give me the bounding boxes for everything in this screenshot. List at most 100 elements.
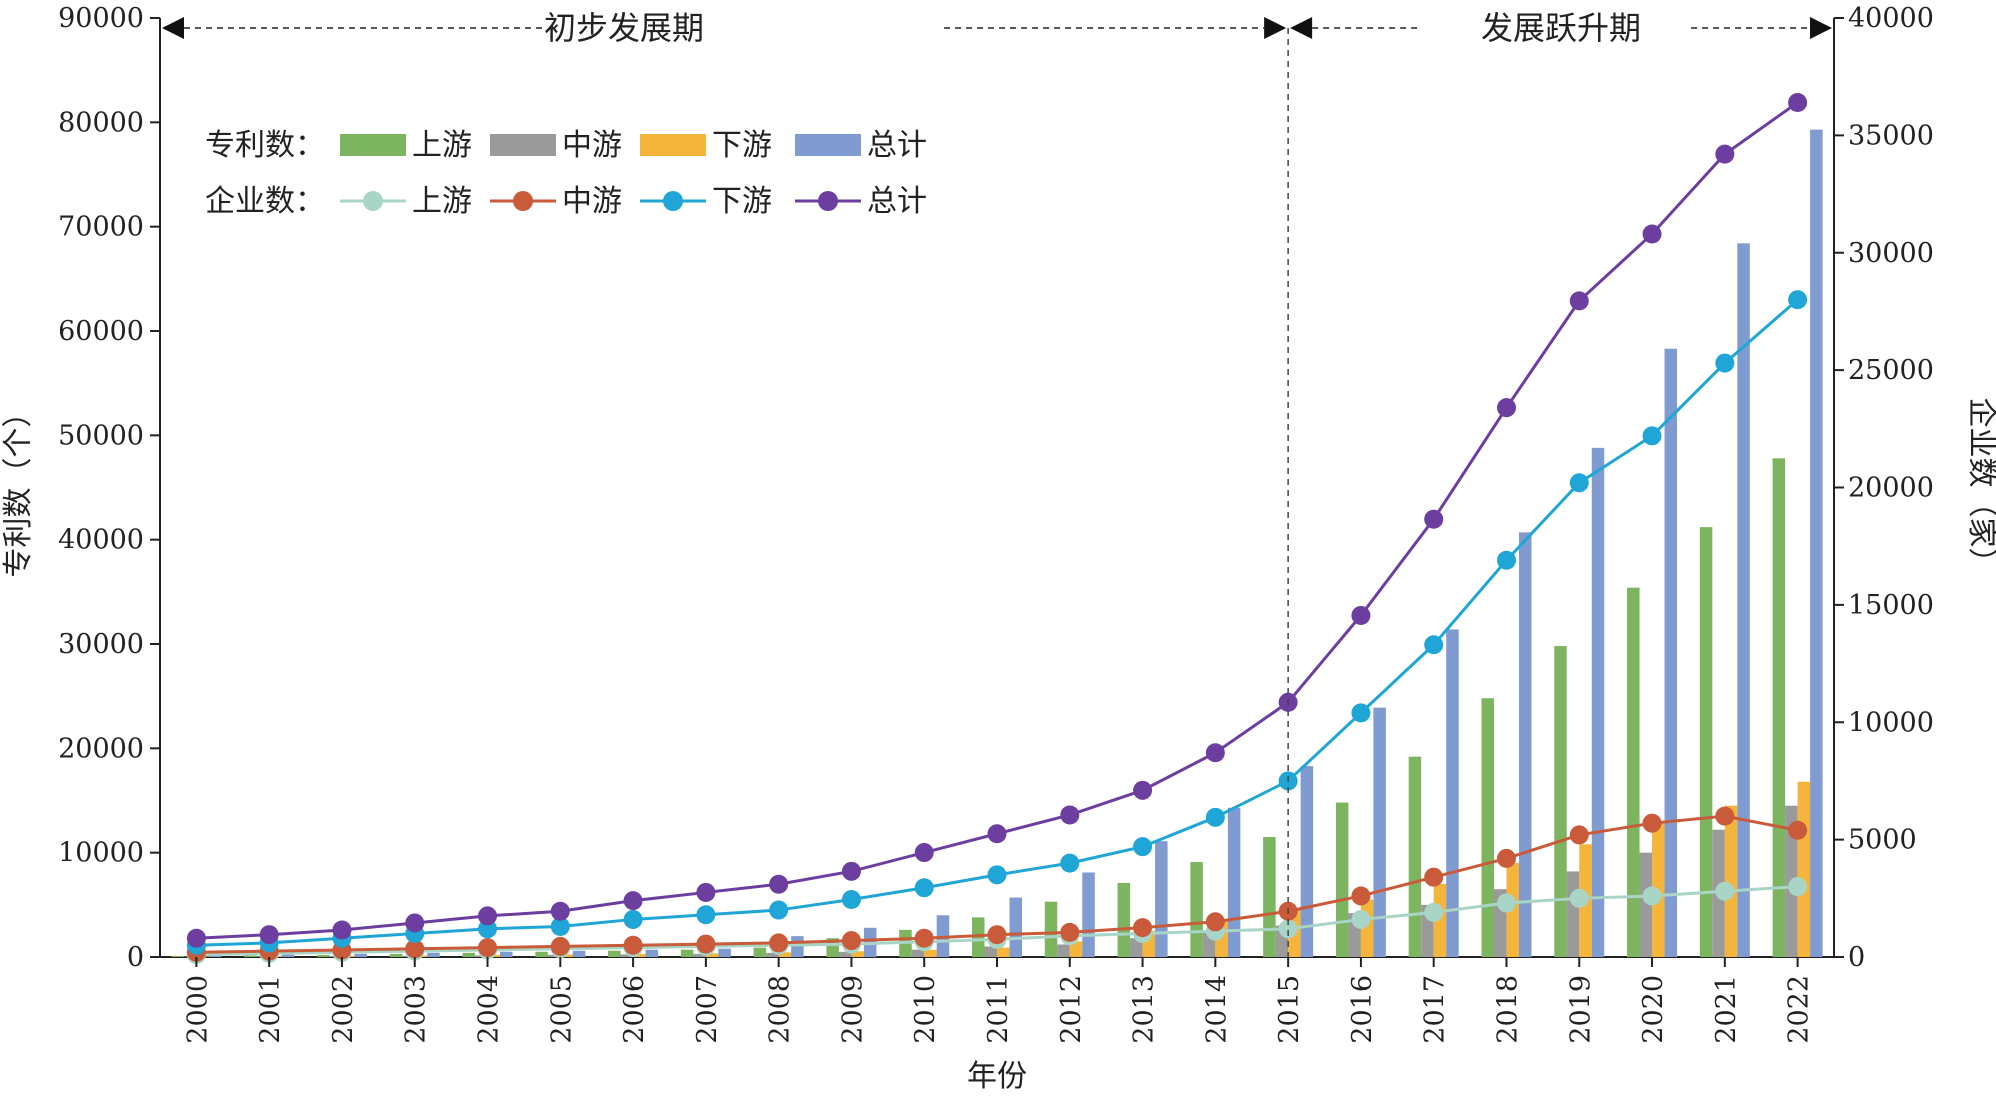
legend-label-line-中游: 中游 <box>562 184 622 219</box>
point-总计-2001 <box>259 925 279 945</box>
bar-上游-2008 <box>753 947 767 957</box>
point-下游-2017 <box>1424 635 1444 655</box>
x-tick-label: 2000 <box>182 975 213 1044</box>
bar-下游-2006 <box>633 953 646 957</box>
arrow-right-icon <box>1810 17 1832 39</box>
bar-上游-2004 <box>462 952 476 957</box>
point-上游-2015 <box>1278 919 1298 939</box>
bar-总计-2004 <box>500 951 513 957</box>
point-下游-2020 <box>1642 426 1662 446</box>
bar-下游-2021 <box>1724 805 1738 957</box>
bar-中游-2008 <box>766 952 779 957</box>
x-tick-label: 2013 <box>1129 975 1160 1044</box>
period-2-label: 发展跃升期 <box>1481 9 1641 47</box>
bar-总计-2020 <box>1664 348 1678 957</box>
left-tick-label: 60000 <box>58 316 144 347</box>
right-tick-label: 30000 <box>1848 238 1934 269</box>
legend-swatch-bar-中游 <box>490 134 556 156</box>
bar-总计-2003 <box>427 952 440 957</box>
legend-label-bar-总计: 总计 <box>867 128 927 163</box>
bar-上游-2020 <box>1627 587 1640 957</box>
x-tick-label: 2020 <box>1638 975 1669 1044</box>
bar-上游-2019 <box>1554 646 1567 957</box>
legend-label-bar-中游: 中游 <box>562 128 622 163</box>
point-总计-2003 <box>405 913 425 933</box>
legend-bar-group-label: 专利数： <box>205 128 325 163</box>
x-tick-label: 2002 <box>328 975 359 1044</box>
point-中游-2016 <box>1351 886 1371 906</box>
bar-总计-2007 <box>718 948 731 957</box>
legend-label-line-下游: 下游 <box>712 184 772 219</box>
point-总计-2010 <box>914 843 934 863</box>
left-tick-label: 80000 <box>58 107 144 138</box>
x-tick-label: 2004 <box>474 975 505 1044</box>
legend-swatch-bar-下游 <box>640 134 706 156</box>
bar-上游-2005 <box>535 951 548 957</box>
point-总计-2013 <box>1133 780 1153 800</box>
point-中游-2009 <box>841 931 861 951</box>
point-中游-2022 <box>1788 820 1808 840</box>
bar-总计-2022 <box>1810 129 1823 958</box>
bar-总计-2016 <box>1373 707 1386 957</box>
point-总计-2016 <box>1351 605 1371 625</box>
period-1-label: 初步发展期 <box>544 9 704 47</box>
point-总计-2012 <box>1060 805 1080 825</box>
bar-下游-2012 <box>1069 941 1083 957</box>
bar-上游-2013 <box>1117 882 1131 957</box>
point-中游-2012 <box>1060 922 1080 942</box>
bar-上游-2002 <box>316 954 330 957</box>
bar-上游-2006 <box>608 950 621 957</box>
bar-总计-2014 <box>1227 807 1241 957</box>
bar-上游-2003 <box>389 953 403 957</box>
bar-总计-2006 <box>645 949 659 957</box>
point-下游-2016 <box>1351 703 1371 723</box>
point-上游-2017 <box>1424 902 1444 922</box>
legend-swatch-bar-上游 <box>340 134 406 156</box>
point-下游-2005 <box>550 916 570 936</box>
right-tick-label: 5000 <box>1848 825 1917 856</box>
x-tick-label: 2015 <box>1274 975 1305 1044</box>
left-tick-label: 20000 <box>58 733 144 764</box>
point-中游-2013 <box>1133 918 1153 938</box>
left-tick-label: 70000 <box>58 212 144 243</box>
left-y-axis-title: 专利数（个） <box>1 398 36 578</box>
point-总计-2021 <box>1715 144 1735 164</box>
bar-中游-2005 <box>547 954 561 957</box>
right-tick-label: 25000 <box>1848 355 1934 386</box>
point-总计-2009 <box>841 861 861 881</box>
bar-中游-2009 <box>838 951 852 957</box>
bar-上游-2011 <box>972 917 985 957</box>
bar-上游-2016 <box>1335 802 1349 957</box>
bar-上游-2022 <box>1772 458 1786 957</box>
left-tick-label: 30000 <box>58 629 144 660</box>
point-中游-2017 <box>1424 867 1444 887</box>
point-下游-2018 <box>1496 550 1516 570</box>
point-中游-2019 <box>1569 825 1589 845</box>
bar-下游-2008 <box>778 952 792 957</box>
point-下游-2014 <box>1205 807 1225 827</box>
bar-中游-2019 <box>1566 871 1580 957</box>
right-tick-label: 15000 <box>1848 590 1934 621</box>
bar-下游-2007 <box>705 953 719 957</box>
legend-marker-下游 <box>663 191 683 211</box>
bar-总计-2001 <box>281 954 295 957</box>
x-tick-label: 2010 <box>910 975 941 1044</box>
arrow-right-icon <box>1264 17 1287 39</box>
x-tick-label: 2008 <box>765 975 796 1044</box>
point-下游-2009 <box>841 889 861 909</box>
point-总计-2004 <box>478 906 498 926</box>
x-tick-label: 2007 <box>692 975 723 1044</box>
lines-layer <box>186 93 1808 965</box>
point-下游-2019 <box>1569 473 1589 493</box>
x-tick-label: 2016 <box>1347 975 1378 1044</box>
bar-总计-2018 <box>1518 532 1532 957</box>
point-下游-2010 <box>914 878 934 898</box>
point-中游-2004 <box>478 938 498 958</box>
legend-label-line-上游: 上游 <box>412 184 472 219</box>
bar-中游-2010 <box>911 949 925 957</box>
bar-总计-2013 <box>1155 841 1168 957</box>
bar-下游-2009 <box>851 951 864 957</box>
bar-上游-2015 <box>1263 837 1276 957</box>
